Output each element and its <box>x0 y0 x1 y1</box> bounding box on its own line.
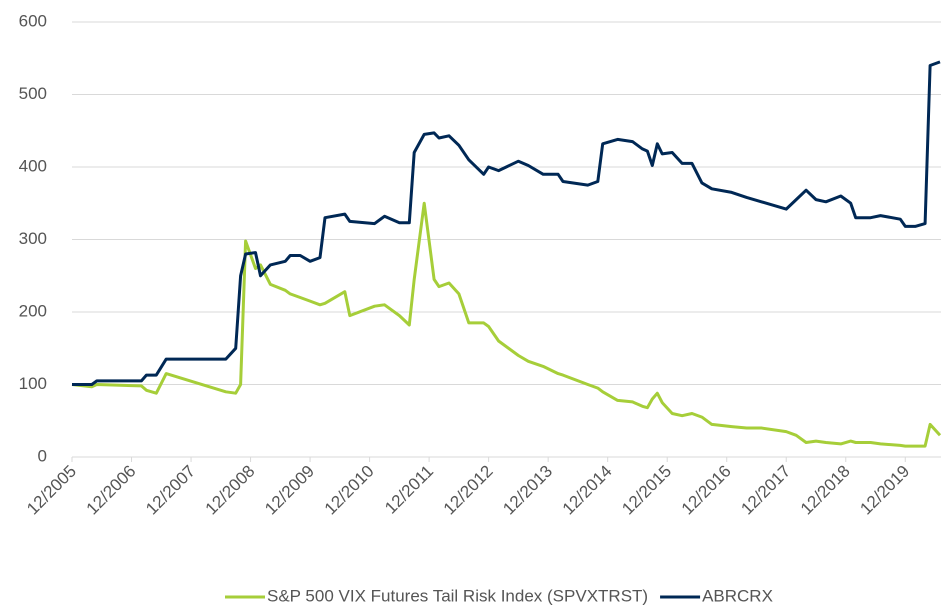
x-tick-label: 12/2006 <box>83 462 140 519</box>
x-tick-label: 12/2013 <box>499 462 556 519</box>
x-tick-label: 12/2014 <box>559 462 616 519</box>
x-tick-label: 12/2012 <box>440 462 497 519</box>
x-tick-label: 12/2018 <box>797 462 854 519</box>
x-tick-label: 12/2009 <box>261 462 318 519</box>
x-tick-label: 12/2019 <box>856 462 913 519</box>
y-tick-label: 0 <box>38 446 47 465</box>
x-tick-label: 12/2015 <box>618 462 675 519</box>
series-line <box>72 60 941 386</box>
y-tick-label: 200 <box>19 301 47 320</box>
y-tick-label: 500 <box>19 84 47 103</box>
x-tick-label: 12/2016 <box>678 462 735 519</box>
x-tick-label: 12/2005 <box>23 462 80 519</box>
x-tick-label: 12/2007 <box>142 462 199 519</box>
x-tick-label: 12/2011 <box>381 462 437 518</box>
x-tick-label: 12/2017 <box>737 462 794 519</box>
y-tick-label: 400 <box>19 156 47 175</box>
legend-label: S&P 500 VIX Futures Tail Risk Index (SPV… <box>267 586 648 605</box>
y-tick-label: 100 <box>19 374 47 393</box>
y-tick-label: 300 <box>19 229 47 248</box>
y-tick-label: 600 <box>19 11 47 30</box>
legend-label: ABRCRX <box>702 586 773 605</box>
x-tick-label: 12/2010 <box>321 462 378 519</box>
x-tick-label: 12/2008 <box>202 462 259 519</box>
